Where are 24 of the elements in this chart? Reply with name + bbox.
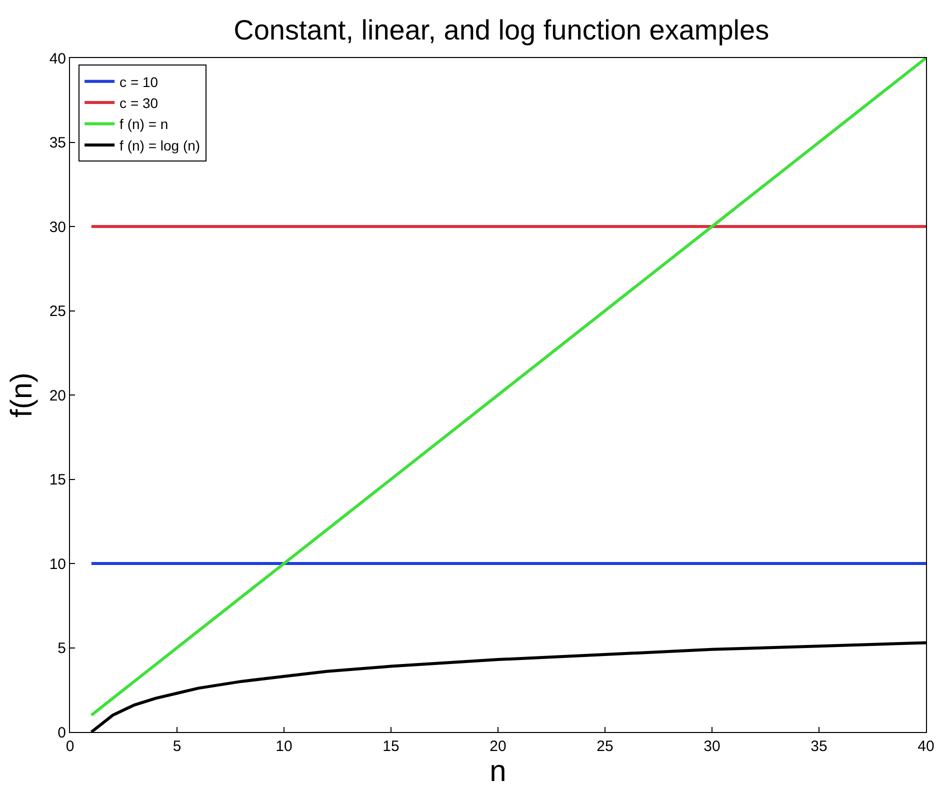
x-tick-label: 30: [704, 738, 720, 755]
x-tick-label: 15: [382, 738, 400, 755]
x-axis-title: n: [490, 755, 506, 788]
legend-label: c = 30: [120, 95, 158, 111]
x-tick-label: 40: [918, 738, 934, 755]
y-axis-title: f(n): [5, 372, 38, 418]
y-tick-label: 20: [49, 387, 66, 404]
legend-label: c = 10: [120, 74, 158, 90]
legend-label: f (n) = n: [120, 116, 168, 132]
chart-title: Constant, linear, and log function examples: [234, 14, 770, 46]
x-tick-label: 20: [490, 738, 506, 755]
y-tick-label: 40: [49, 50, 66, 68]
legend-label: f (n) = log (n): [120, 137, 200, 154]
y-tick-label: 30: [49, 218, 66, 236]
y-tick-label: 35: [49, 134, 66, 152]
x-tick-label: 10: [276, 738, 292, 755]
y-tick-label: 0: [58, 724, 66, 742]
y-tick-label: 5: [58, 640, 66, 657]
x-tick-label: 5: [172, 738, 182, 755]
x-tick-label: 35: [810, 738, 828, 755]
y-tick-label: 10: [49, 556, 66, 573]
x-tick-label: 25: [596, 738, 614, 755]
y-tick-label: 15: [49, 472, 66, 488]
y-tick-label: 25: [49, 303, 66, 320]
